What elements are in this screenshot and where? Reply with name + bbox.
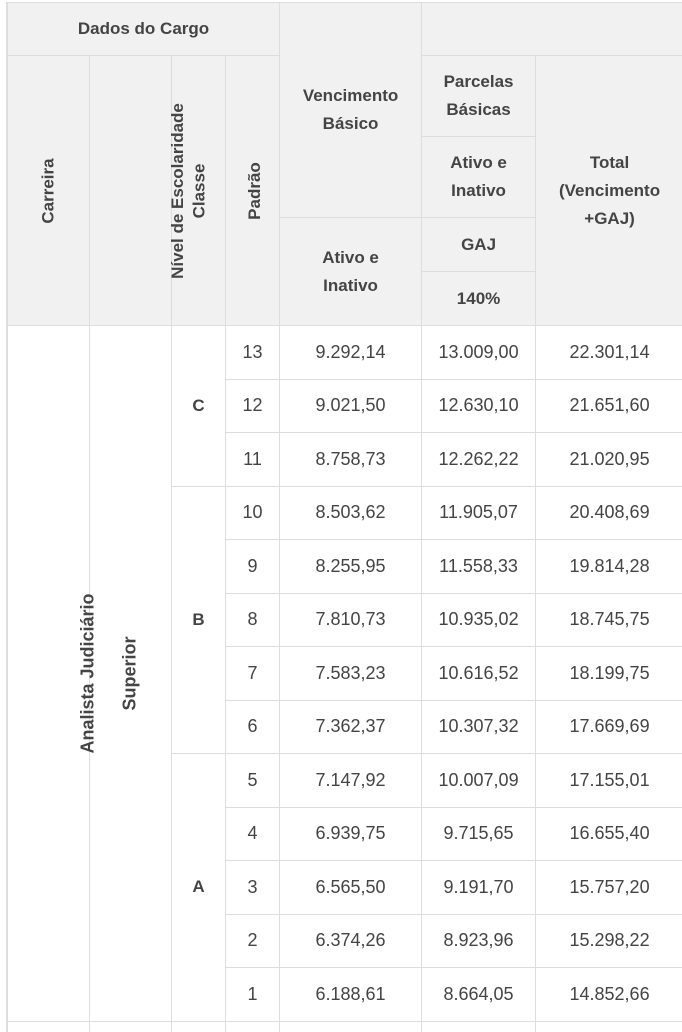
header-carreira: Carreira <box>8 56 90 326</box>
padrao-cell: 2 <box>226 914 280 968</box>
strip-cell <box>90 1021 172 1032</box>
padrao-cell: 1 <box>226 968 280 1022</box>
header-dados-do-cargo: Dados do Cargo <box>8 3 280 56</box>
carreira-cell: Analista Judiciário <box>8 326 90 1022</box>
vencimento-cell: 9.021,50 <box>280 379 422 433</box>
padrao-cell: 4 <box>226 807 280 861</box>
gaj-cell: 9.715,65 <box>422 807 536 861</box>
header-vencimento-ativo-inativo-label: Ativo e Inativo <box>311 244 391 300</box>
nivel-cell: Superior <box>90 326 172 1022</box>
vencimento-cell: 6.374,26 <box>280 914 422 968</box>
header-padrao: Padrão <box>226 56 280 326</box>
strip-cell <box>226 1021 280 1032</box>
total-cell: 17.155,01 <box>536 754 682 808</box>
padrao-cell: 12 <box>226 379 280 433</box>
gaj-cell: 10.307,32 <box>422 700 536 754</box>
header-parcelas-basicas: Parcelas Básicas <box>422 56 536 137</box>
nivel-value: Superior <box>120 636 141 710</box>
header-total-label: Total (Vencimento +GAJ) <box>545 149 675 233</box>
header-vencimento-basico: Vencimento Básico <box>280 3 422 218</box>
gaj-cell: 8.664,05 <box>422 968 536 1022</box>
table-row: Analista Judiciário Superior C 13 9.292,… <box>8 326 682 380</box>
gaj-cell: 12.630,10 <box>422 379 536 433</box>
gaj-cell: 10.616,52 <box>422 647 536 701</box>
vencimento-cell: 8.758,73 <box>280 433 422 487</box>
gaj-cell: 11.558,33 <box>422 540 536 594</box>
total-cell: 18.745,75 <box>536 593 682 647</box>
total-cell: 21.651,60 <box>536 379 682 433</box>
total-cell: 15.757,20 <box>536 861 682 915</box>
vencimento-cell: 9.292,14 <box>280 326 422 380</box>
gaj-cell: 10.007,09 <box>422 754 536 808</box>
strip-cell <box>280 1021 422 1032</box>
gaj-cell: 11.905,07 <box>422 486 536 540</box>
header-blank-top <box>422 3 682 56</box>
table-header: Dados do Cargo Vencimento Básico Carreir… <box>8 3 682 326</box>
padrao-cell: 7 <box>226 647 280 701</box>
header-total: Total (Vencimento +GAJ) <box>536 56 682 326</box>
total-cell: 14.852,66 <box>536 968 682 1022</box>
total-cell: 18.199,75 <box>536 647 682 701</box>
padrao-cell: 13 <box>226 326 280 380</box>
carreira-value: Analista Judiciário <box>78 593 99 753</box>
header-parcelas-ativo-inativo-label: Ativo e Inativo <box>439 149 519 205</box>
padrao-cell: 10 <box>226 486 280 540</box>
table-body: Analista Judiciário Superior C 13 9.292,… <box>8 326 682 1032</box>
header-classe-label: Classe <box>185 163 213 218</box>
gaj-cell: 9.191,70 <box>422 861 536 915</box>
padrao-cell: 8 <box>226 593 280 647</box>
salary-table-container: Dados do Cargo Vencimento Básico Carreir… <box>6 2 682 1032</box>
vencimento-cell: 6.188,61 <box>280 968 422 1022</box>
padrao-cell: 3 <box>226 861 280 915</box>
vencimento-cell: 7.583,23 <box>280 647 422 701</box>
padrao-cell: 11 <box>226 433 280 487</box>
next-row-strip <box>8 1021 682 1032</box>
gaj-cell: 10.935,02 <box>422 593 536 647</box>
header-vencimento-ativo-inativo: Ativo e Inativo <box>280 218 422 326</box>
vencimento-cell: 8.255,95 <box>280 540 422 594</box>
vencimento-cell: 7.147,92 <box>280 754 422 808</box>
header-gaj-percent: 140% <box>422 272 536 326</box>
total-cell: 17.669,69 <box>536 700 682 754</box>
strip-cell <box>536 1021 682 1032</box>
gaj-cell: 12.262,22 <box>422 433 536 487</box>
total-cell: 22.301,14 <box>536 326 682 380</box>
header-parcelas-basicas-label: Parcelas Básicas <box>434 68 524 124</box>
padrao-cell: 6 <box>226 700 280 754</box>
vencimento-cell: 6.939,75 <box>280 807 422 861</box>
total-cell: 16.655,40 <box>536 807 682 861</box>
total-cell: 21.020,95 <box>536 433 682 487</box>
vencimento-cell: 7.362,37 <box>280 700 422 754</box>
strip-cell <box>422 1021 536 1032</box>
total-cell: 15.298,22 <box>536 914 682 968</box>
classe-cell: A <box>172 754 226 1022</box>
header-nivel-escolaridade: Nível de Escolaridade <box>90 56 172 326</box>
salary-table: Dados do Cargo Vencimento Básico Carreir… <box>7 2 682 1032</box>
header-parcelas-ativo-inativo: Ativo e Inativo <box>422 137 536 218</box>
gaj-cell: 8.923,96 <box>422 914 536 968</box>
vencimento-cell: 8.503,62 <box>280 486 422 540</box>
classe-cell: B <box>172 486 226 754</box>
gaj-cell: 13.009,00 <box>422 326 536 380</box>
strip-cell <box>172 1021 226 1032</box>
classe-cell: C <box>172 326 226 487</box>
header-vencimento-basico-label: Vencimento Básico <box>291 82 411 138</box>
strip-cell <box>8 1021 90 1032</box>
total-cell: 19.814,28 <box>536 540 682 594</box>
header-gaj: GAJ <box>422 218 536 272</box>
vencimento-cell: 7.810,73 <box>280 593 422 647</box>
padrao-cell: 5 <box>226 754 280 808</box>
header-carreira-label: Carreira <box>35 158 63 223</box>
header-padrao-label: Padrão <box>241 162 269 220</box>
padrao-cell: 9 <box>226 540 280 594</box>
total-cell: 20.408,69 <box>536 486 682 540</box>
vencimento-cell: 6.565,50 <box>280 861 422 915</box>
